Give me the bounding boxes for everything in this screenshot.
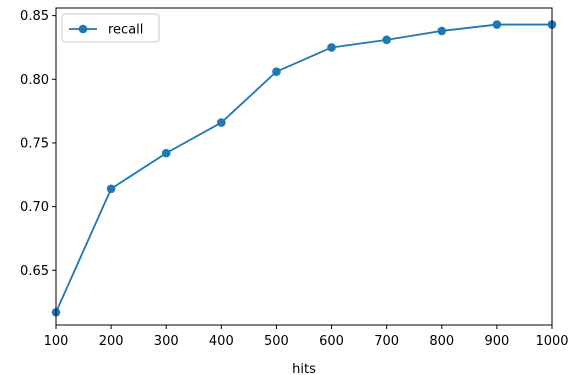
x-tick-label: 100 [44, 334, 69, 349]
x-tick-label: 500 [264, 334, 289, 349]
plot-area [56, 8, 552, 325]
series-recall [51, 20, 557, 317]
x-tick-label: 300 [154, 334, 179, 349]
data-point [327, 43, 336, 52]
x-tick-label: 800 [429, 334, 454, 349]
plot-frame [55, 7, 553, 326]
y-tick-label: 0.70 [20, 200, 49, 215]
legend-marker [78, 24, 88, 34]
data-point [106, 184, 116, 194]
y-tick-label: 0.65 [20, 264, 49, 279]
x-tick-label: 200 [99, 334, 124, 349]
x-tick-label: 600 [319, 334, 344, 349]
x-tick-label: 400 [209, 334, 234, 349]
x-tick-label: 700 [374, 334, 399, 349]
x-axis-title: hits [292, 362, 316, 375]
y-axis-ticks: 0.65 0.70 0.75 0.80 0.85 [20, 9, 56, 279]
y-tick-label: 0.85 [20, 9, 49, 24]
data-point [217, 118, 226, 127]
x-axis-ticks: 100 200 300 400 500 600 700 800 900 1000 [44, 325, 569, 349]
y-tick-label: 0.75 [20, 136, 49, 151]
data-point [161, 148, 171, 158]
data-point [492, 20, 502, 29]
y-tick-label: 0.80 [20, 73, 49, 88]
series-layer [51, 20, 557, 317]
legend: recall [61, 13, 160, 43]
legend-label: recall [108, 23, 143, 38]
data-point [272, 67, 281, 76]
legend-box [61, 13, 160, 43]
series-line [55, 23, 552, 313]
x-tick-label: 1000 [535, 334, 568, 349]
x-tick-label: 900 [484, 334, 509, 349]
data-point [437, 26, 447, 36]
data-point [382, 35, 391, 45]
